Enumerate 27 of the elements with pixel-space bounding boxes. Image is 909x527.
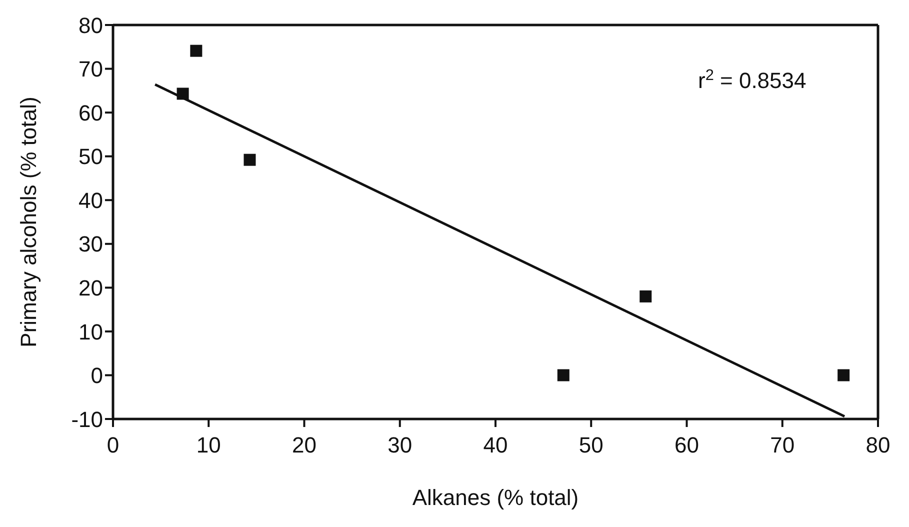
y-tick-label: 80 xyxy=(78,12,103,38)
x-tick-label: 80 xyxy=(866,432,890,458)
y-tick-label: 50 xyxy=(78,144,103,170)
x-axis-title: Alkanes (% total) xyxy=(412,485,579,510)
y-tick-label: 60 xyxy=(78,100,103,126)
y-tick-label: 0 xyxy=(90,363,103,388)
y-tick-label: 10 xyxy=(78,319,103,344)
x-tick-label: 50 xyxy=(578,432,604,458)
x-tick-label: 20 xyxy=(292,432,316,458)
point xyxy=(838,369,850,382)
x-tick-label: 70 xyxy=(770,432,795,458)
x-tick-label: 10 xyxy=(196,432,221,458)
x-tick-label: 30 xyxy=(388,432,412,458)
point xyxy=(557,369,570,382)
x-tick-label: 0 xyxy=(106,432,120,458)
x-tick-label: 40 xyxy=(483,432,508,458)
annotation: r$^{2}$ = 0.8534 xyxy=(698,66,806,93)
point xyxy=(640,290,652,302)
y-tick-label: 40 xyxy=(78,188,103,213)
y-axis-title: Primary alcohols (% total) xyxy=(16,96,41,348)
x-tick-label: 60 xyxy=(674,432,699,458)
y-tick-label: -10 xyxy=(71,406,103,432)
y-tick-label: 30 xyxy=(78,232,103,257)
point xyxy=(190,44,202,57)
point xyxy=(244,154,256,166)
y-tick-label: 20 xyxy=(78,275,103,300)
y-tick-label: 70 xyxy=(78,56,103,82)
